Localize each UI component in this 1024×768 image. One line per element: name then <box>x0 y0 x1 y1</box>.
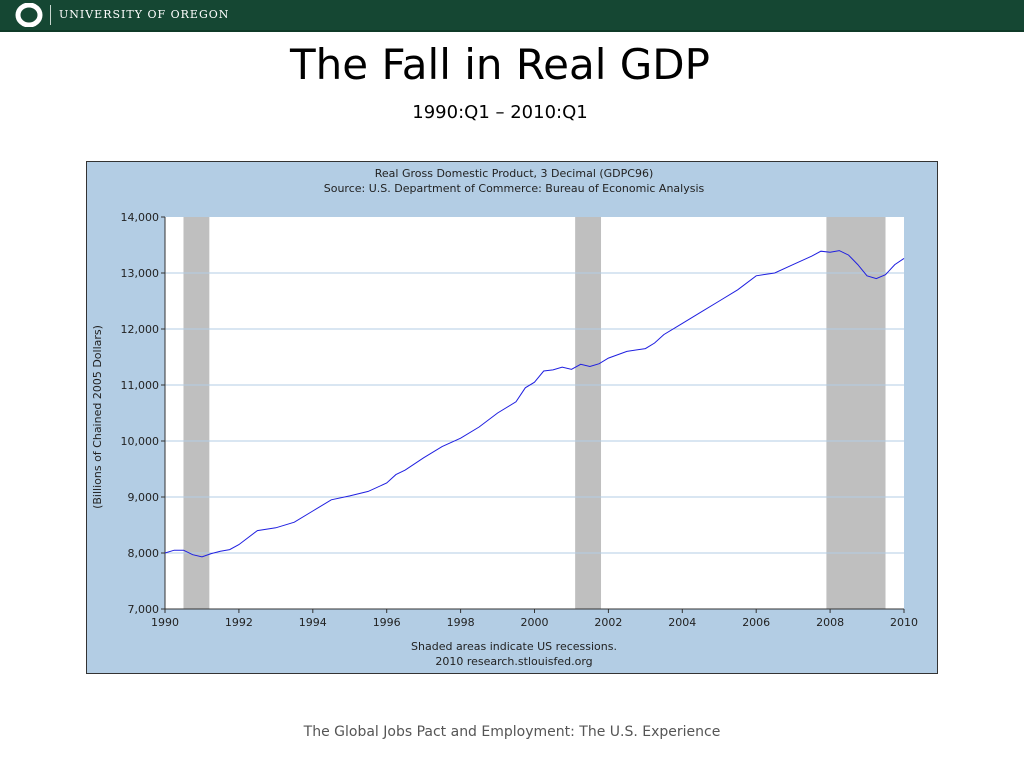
slide-subtitle: 1990:Q1 – 2010:Q1 <box>412 102 588 123</box>
chart-title: Real Gross Domestic Product, 3 Decimal (… <box>375 167 654 180</box>
axes-group: 7,000 8,000 9,000 10,000 11,000 12,000 13,000 1… <box>121 211 919 629</box>
chart-note-source: 2010 research.stlouisfed.org <box>435 655 592 668</box>
x-tick-label: 1992 <box>225 616 253 629</box>
y-tick-label: 14,000 <box>121 211 160 224</box>
x-tick-label: 1996 <box>373 616 401 629</box>
x-tick-label: 2002 <box>594 616 622 629</box>
x-tick-label: 1994 <box>299 616 327 629</box>
university-header-bar: UNIVERSITY OF OREGON <box>0 0 1024 32</box>
x-tick-label: 2006 <box>742 616 770 629</box>
recession-band <box>575 217 602 609</box>
y-tick-label: 9,000 <box>128 491 160 504</box>
x-tick-label: 1990 <box>151 616 179 629</box>
slide-footer: The Global Jobs Pact and Employment: The… <box>303 724 721 740</box>
recession-band <box>826 217 886 609</box>
gridlines-group <box>165 272 904 554</box>
chart-subtitle: Source: U.S. Department of Commerce: Bur… <box>324 182 705 195</box>
x-tick-label: 2008 <box>816 616 844 629</box>
y-tick-label: 8,000 <box>128 547 160 560</box>
y-tick-label: 10,000 <box>121 435 160 448</box>
logo-divider <box>50 5 51 25</box>
series-group <box>164 250 905 558</box>
y-tick-label: 12,000 <box>121 323 160 336</box>
x-tick-label: 1998 <box>447 616 475 629</box>
y-axis-label: (Billions of Chained 2005 Dollars) <box>91 325 104 509</box>
y-tick-label: 13,000 <box>121 267 160 280</box>
recession-shading-group <box>183 217 886 609</box>
university-name: UNIVERSITY OF OREGON <box>59 8 230 21</box>
chart-note-recessions: Shaded areas indicate US recessions. <box>411 640 617 653</box>
y-tick-label: 7,000 <box>128 603 160 616</box>
x-tick-label: 2004 <box>668 616 696 629</box>
plot-area <box>165 217 904 609</box>
gdp-series-line <box>164 250 905 558</box>
x-tick-label: 2010 <box>890 616 918 629</box>
oregon-o-logo-icon <box>15 3 43 27</box>
gdp-line-chart: Real Gross Domestic Product, 3 Decimal (… <box>91 167 919 668</box>
y-tick-label: 11,000 <box>121 379 160 392</box>
recession-band <box>183 217 210 609</box>
slide-title: The Fall in Real GDP <box>290 40 710 89</box>
gdp-chart-panel: Real Gross Domestic Product, 3 Decimal (… <box>86 161 938 674</box>
x-tick-label: 2000 <box>521 616 549 629</box>
